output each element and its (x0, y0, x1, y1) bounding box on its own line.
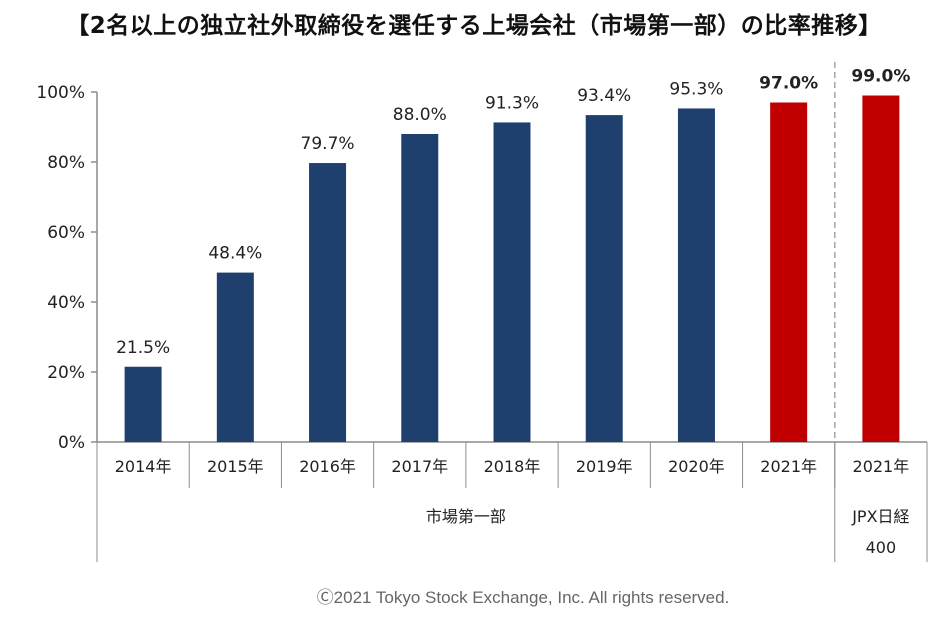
y-tick-label: 80% (47, 153, 85, 173)
group-label-line2: 400 (866, 538, 897, 557)
copyright-notice: Ⓒ2021 Tokyo Stock Exchange, Inc. All rig… (316, 588, 730, 607)
x-tick-label: 2018年 (484, 457, 541, 476)
x-tick-label: 2016年 (299, 457, 356, 476)
data-label: 97.0% (759, 74, 818, 94)
bar (124, 366, 162, 442)
bar (401, 134, 439, 442)
y-tick-label: 100% (36, 83, 85, 103)
bar (862, 95, 900, 442)
bar (493, 122, 531, 442)
group-label: JPX日経 (851, 507, 909, 526)
y-tick-label: 20% (47, 363, 85, 383)
y-tick-label: 60% (47, 223, 85, 243)
bar (216, 272, 254, 442)
bar (309, 163, 347, 443)
data-label: 88.0% (393, 105, 447, 125)
y-tick-label: 0% (58, 433, 85, 453)
chart-title: 【2名以上の独立社外取締役を選任する上場会社（市場第一部）の比率推移】 (66, 13, 882, 39)
bar-layer (124, 95, 900, 443)
x-tick-label: 2014年 (115, 457, 172, 476)
group-label: 市場第一部 (426, 507, 506, 526)
y-tick-label: 40% (47, 293, 85, 313)
data-label: 79.7% (301, 134, 355, 154)
x-tick-label: 2021年 (760, 457, 817, 476)
x-tick-label: 2017年 (391, 457, 448, 476)
label-layer: 市場第一部 JPX日経 400 21.5% 2014年 48.4% 2015年 79.7% 20… (115, 67, 911, 558)
data-label: 95.3% (669, 79, 723, 99)
bar (677, 108, 715, 442)
bar (770, 102, 808, 442)
x-tick-label: 2019年 (576, 457, 633, 476)
data-label: 21.5% (116, 338, 170, 358)
x-tick-label: 2020年 (668, 457, 725, 476)
data-label: 91.3% (485, 93, 539, 113)
data-label: 99.0% (851, 67, 910, 87)
x-tick-label: 2021年 (853, 457, 910, 476)
data-label: 93.4% (577, 86, 631, 106)
x-tick-label: 2015年 (207, 457, 264, 476)
data-label: 48.4% (208, 244, 262, 264)
bar (585, 115, 623, 442)
